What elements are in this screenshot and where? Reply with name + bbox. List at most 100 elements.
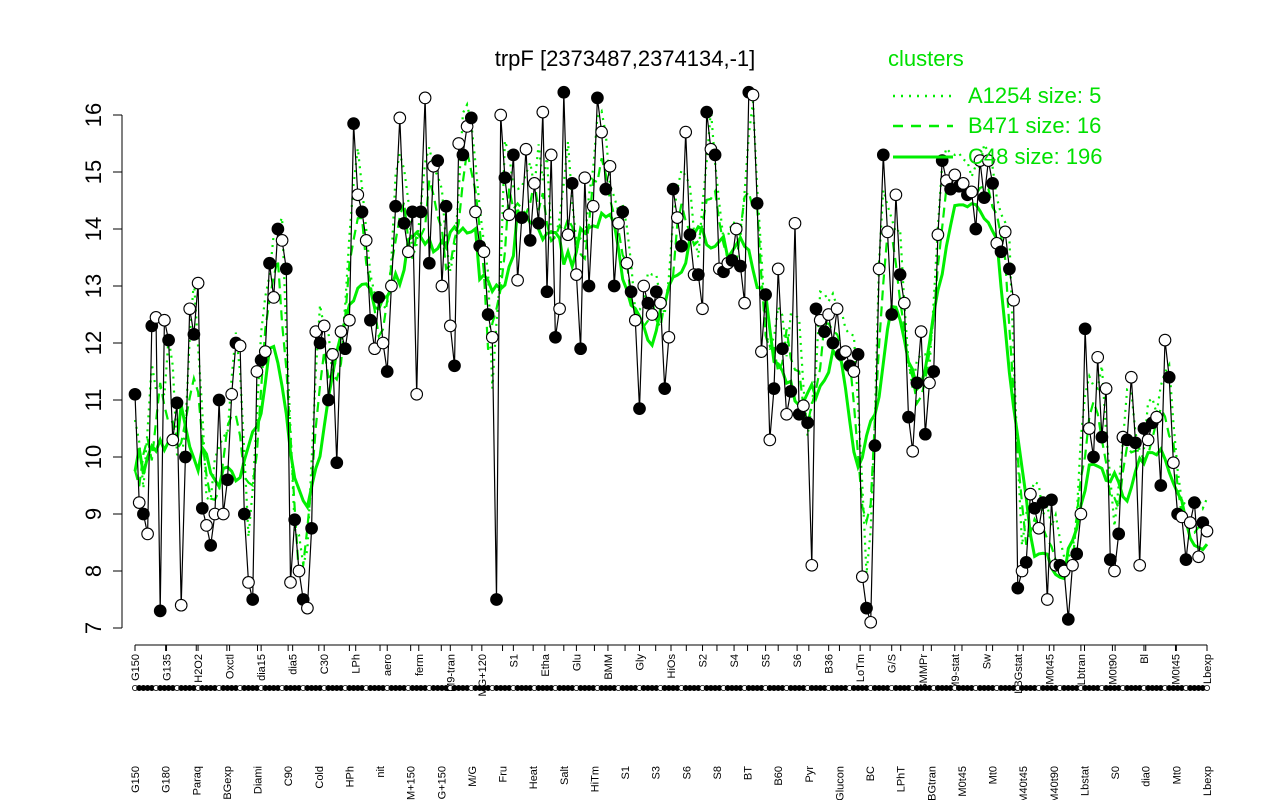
data-point bbox=[649, 285, 663, 299]
x-tick-label-upper: S2 bbox=[698, 654, 710, 667]
data-point bbox=[889, 188, 903, 202]
x-tick-label-upper: Glu bbox=[571, 654, 583, 671]
legend-label-c48: C48 size: 196 bbox=[968, 144, 1103, 169]
data-point bbox=[624, 285, 638, 299]
x-tick-label-lower: C90 bbox=[283, 766, 295, 786]
data-point bbox=[128, 387, 142, 401]
data-point bbox=[1061, 613, 1075, 626]
data-point bbox=[330, 456, 344, 470]
x-tick-label-lower: B60 bbox=[773, 766, 785, 786]
data-point bbox=[242, 576, 255, 589]
data-point bbox=[233, 339, 247, 353]
data-point bbox=[578, 171, 592, 185]
x-tick-label-lower: HiTm bbox=[589, 766, 601, 792]
x-tick-label-upper: aero bbox=[382, 654, 394, 676]
x-tick-label-upper: H2O2 bbox=[193, 654, 205, 683]
x-tick-label-upper: G150 bbox=[130, 654, 142, 681]
data-point bbox=[691, 268, 705, 281]
data-point bbox=[641, 296, 655, 310]
x-tick-label-upper: Lbtran bbox=[1076, 654, 1088, 685]
x-tick-label-lower: S1 bbox=[620, 766, 632, 779]
data-point bbox=[153, 604, 167, 618]
data-point bbox=[385, 279, 398, 293]
data-point bbox=[380, 365, 394, 378]
data-point bbox=[1032, 521, 1046, 535]
x-tick-label-upper: Bl bbox=[1139, 654, 1151, 664]
data-point bbox=[498, 171, 512, 185]
x-tick-label-upper: S1 bbox=[508, 654, 520, 667]
data-point bbox=[931, 228, 945, 242]
x-tick-label-upper: G/S bbox=[887, 654, 899, 673]
data-point bbox=[847, 365, 861, 378]
data-point bbox=[317, 319, 331, 333]
data-point bbox=[864, 615, 878, 629]
data-point bbox=[1099, 382, 1113, 395]
x-rug-markers bbox=[131, 685, 1211, 692]
data-point bbox=[683, 228, 697, 242]
data-point bbox=[633, 402, 646, 415]
data-point bbox=[662, 330, 676, 344]
y-tick-label: 12 bbox=[81, 331, 106, 355]
x-tick-label-upper: M9-stat bbox=[950, 654, 962, 691]
legend-label-b471: B471 size: 16 bbox=[968, 113, 1101, 138]
data-point bbox=[734, 259, 747, 273]
data-point bbox=[1188, 496, 1201, 509]
y-tick-label: 9 bbox=[81, 508, 106, 520]
data-point bbox=[250, 365, 264, 378]
data-point bbox=[645, 308, 659, 321]
data-point bbox=[267, 291, 281, 304]
x-tick-label-lower: G150 bbox=[130, 766, 142, 793]
data-point bbox=[263, 256, 276, 270]
data-point bbox=[1141, 433, 1155, 447]
x-tick-label-lower: dia0 bbox=[1141, 766, 1153, 787]
data-point bbox=[174, 598, 188, 612]
legend-label-a1254: A1254 size: 5 bbox=[968, 83, 1101, 108]
x-tick-label-upper: S6 bbox=[792, 654, 804, 667]
gene-expression-line bbox=[134, 91, 1208, 623]
x-tick-label-lower: nit bbox=[375, 766, 387, 778]
x-tick-label-lower: Lbexp bbox=[1202, 766, 1214, 796]
data-point bbox=[271, 222, 285, 236]
x-tick-label-upper: SMMPr bbox=[918, 654, 930, 691]
data-point bbox=[464, 111, 478, 125]
data-point bbox=[637, 279, 651, 293]
x-tick-label-lower: M/G bbox=[467, 766, 479, 787]
x-tick-label-upper: M9-tran bbox=[445, 654, 457, 692]
data-point bbox=[628, 313, 642, 327]
x-tick-label-upper: LoTm bbox=[855, 654, 867, 682]
data-point bbox=[746, 88, 760, 102]
data-point bbox=[826, 336, 840, 350]
x-tick-label-lower: S6 bbox=[681, 766, 693, 779]
x-tick-label-upper: Sw bbox=[981, 654, 993, 669]
data-point bbox=[435, 279, 449, 293]
data-point bbox=[855, 570, 869, 584]
data-point bbox=[431, 154, 445, 167]
y-tick-label: 8 bbox=[81, 565, 106, 577]
data-point bbox=[258, 345, 272, 358]
data-point bbox=[809, 302, 823, 316]
x-tick-label-lower: M40t45 bbox=[1018, 766, 1030, 800]
x-tick-label-lower: Cold bbox=[314, 766, 326, 789]
x-tick-label-lower: BT bbox=[743, 766, 755, 780]
x-tick-label-upper: BMM bbox=[603, 654, 615, 680]
data-point bbox=[528, 177, 541, 190]
data-point bbox=[364, 313, 377, 327]
y-tick-label: 7 bbox=[81, 622, 106, 634]
data-point bbox=[418, 91, 432, 105]
data-point bbox=[519, 142, 533, 156]
data-point bbox=[338, 342, 352, 356]
data-point bbox=[872, 262, 886, 276]
data-point bbox=[549, 330, 562, 344]
data-point bbox=[805, 558, 819, 572]
data-point bbox=[910, 376, 924, 390]
data-point bbox=[570, 268, 583, 281]
data-point bbox=[1133, 558, 1147, 572]
data-point bbox=[439, 199, 453, 213]
data-point bbox=[998, 225, 1012, 239]
data-point bbox=[620, 256, 634, 270]
data-point bbox=[1078, 322, 1092, 336]
data-point bbox=[326, 348, 339, 361]
data-point bbox=[927, 365, 941, 378]
data-point bbox=[532, 216, 545, 230]
data-point bbox=[675, 239, 688, 253]
